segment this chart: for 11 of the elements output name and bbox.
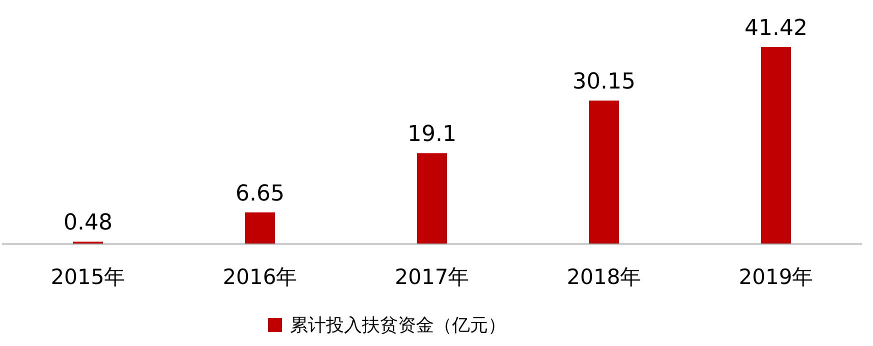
data-label: 6.65 [236,181,284,206]
data-label: 30.15 [572,70,636,95]
x-tick-label: 2019年 [738,265,814,289]
x-tick-label: 2017年 [394,265,470,289]
data-label: 41.42 [744,16,808,41]
x-tick-label: 2015年 [50,265,126,289]
x-tick-label: 2016年 [222,265,298,289]
legend-label: 累计投入扶贫资金（亿元） [290,315,506,336]
data-label: 19.1 [408,122,456,148]
x-tick-label: 2018年 [566,265,642,289]
data-label: 0.48 [64,210,112,236]
